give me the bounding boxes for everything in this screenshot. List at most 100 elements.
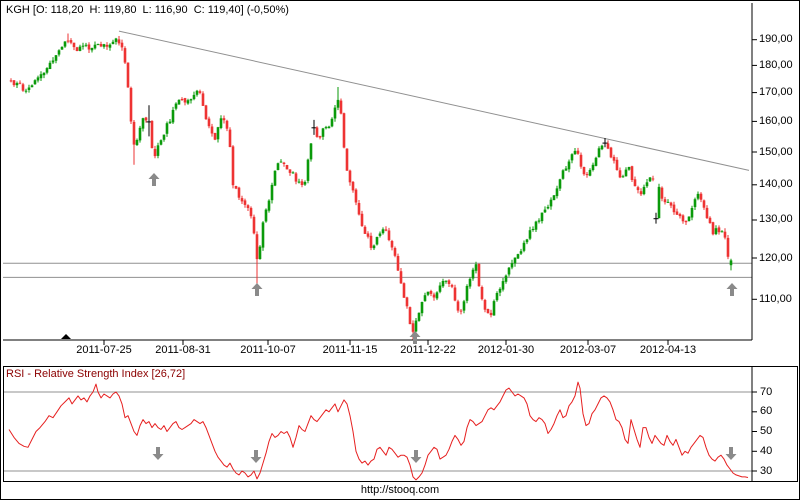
candle-body [486, 309, 490, 314]
candle-body [48, 62, 52, 69]
candle-body [30, 85, 34, 88]
candle-body [63, 41, 67, 47]
down-arrow-icon [152, 447, 164, 460]
candle-body [639, 191, 643, 195]
candle-body [60, 46, 64, 50]
candle-body [645, 182, 649, 187]
candle-body [411, 323, 415, 332]
rsi-panel-border [3, 366, 798, 482]
candle-body [27, 87, 31, 90]
candle-body [450, 284, 454, 287]
candle-body [426, 291, 430, 295]
candle-body [564, 168, 568, 171]
candle-body [183, 98, 187, 103]
candle-body [627, 167, 631, 170]
candle-body [435, 292, 439, 299]
candle-body [702, 200, 706, 208]
candle-body [687, 216, 691, 222]
candle-body [228, 129, 232, 147]
date-axis-label: 2011-07-25 [76, 344, 132, 356]
candle-body [126, 62, 130, 88]
candle-body [441, 281, 445, 287]
candle-body [315, 127, 319, 137]
candle-body [279, 161, 283, 163]
candle-body [177, 99, 181, 105]
candle-body [351, 181, 355, 191]
candle-body [612, 156, 616, 161]
candle-body [504, 275, 508, 282]
candle-body [93, 44, 97, 49]
candle-body [288, 169, 292, 173]
price-axis-label: 160,00 [759, 115, 793, 127]
candle-body [138, 127, 142, 141]
candle-body [129, 87, 133, 122]
candle-body [330, 118, 334, 127]
candle-body [276, 163, 280, 170]
candle-body [594, 157, 598, 166]
candle-body [681, 215, 685, 222]
price-panel-title: KGH [O: 118,20 H: 119,80 L: 116,90 C: 11… [6, 4, 289, 16]
date-axis-label: 2012-01-30 [477, 344, 535, 356]
candle-body [72, 42, 76, 48]
candle-body [576, 150, 580, 154]
candle-body [624, 169, 628, 177]
candle-body [711, 222, 715, 235]
candle-body [273, 170, 277, 186]
candle-body [105, 44, 109, 47]
date-axis-label: 2012-04-13 [639, 344, 697, 356]
candle-body [99, 44, 103, 47]
up-arrow-icon [726, 283, 738, 296]
candle-body [399, 271, 403, 284]
candle-body [153, 148, 157, 157]
candle-body [12, 80, 16, 86]
candle-body [180, 99, 184, 100]
candle-body [381, 229, 385, 234]
candle-body [465, 286, 469, 301]
candle-body [267, 200, 271, 211]
candle-body [120, 42, 124, 48]
candle-body [489, 312, 493, 316]
axis-triangle-marker-icon [61, 334, 71, 339]
candlesticks [9, 33, 733, 340]
candle-body [585, 174, 589, 176]
candle-body [249, 207, 253, 217]
price-axis-label: 170,00 [759, 86, 793, 98]
candle-body [354, 189, 358, 203]
doji-mark [146, 121, 152, 123]
date-axis-label: 2011-08-31 [155, 344, 211, 356]
candle-body [306, 159, 310, 181]
candle-body [708, 217, 712, 224]
candle-body [582, 167, 586, 175]
candle-body [141, 118, 145, 129]
candle-body [21, 84, 25, 91]
candle-body [546, 206, 550, 209]
candle-body [69, 40, 73, 43]
candle-body [567, 161, 571, 170]
candle-body [606, 143, 610, 149]
candle-body [159, 140, 163, 145]
candle-body [615, 159, 619, 170]
candle-body [609, 147, 613, 158]
candle-body [303, 182, 307, 185]
candle-body [42, 72, 46, 76]
candle-body [573, 150, 577, 155]
candle-body [558, 179, 562, 189]
candle-body [447, 280, 451, 284]
candle-body [483, 300, 487, 310]
price-axis-label: 110,00 [759, 293, 792, 305]
candle-body [630, 166, 634, 180]
candle-body [102, 44, 106, 47]
candle-body [84, 44, 88, 46]
candle-body [729, 260, 733, 266]
stooq-watermark: http://stooq.com [360, 484, 440, 496]
up-arrow-icon [251, 283, 263, 296]
candle-body [15, 83, 19, 86]
candle-body [528, 230, 532, 239]
candle-body [474, 264, 478, 271]
candle-body [219, 118, 223, 128]
candle-body [531, 229, 535, 230]
date-axis-label: 2011-11-15 [322, 344, 378, 356]
candle-body [87, 44, 91, 50]
candle-body [459, 310, 463, 312]
